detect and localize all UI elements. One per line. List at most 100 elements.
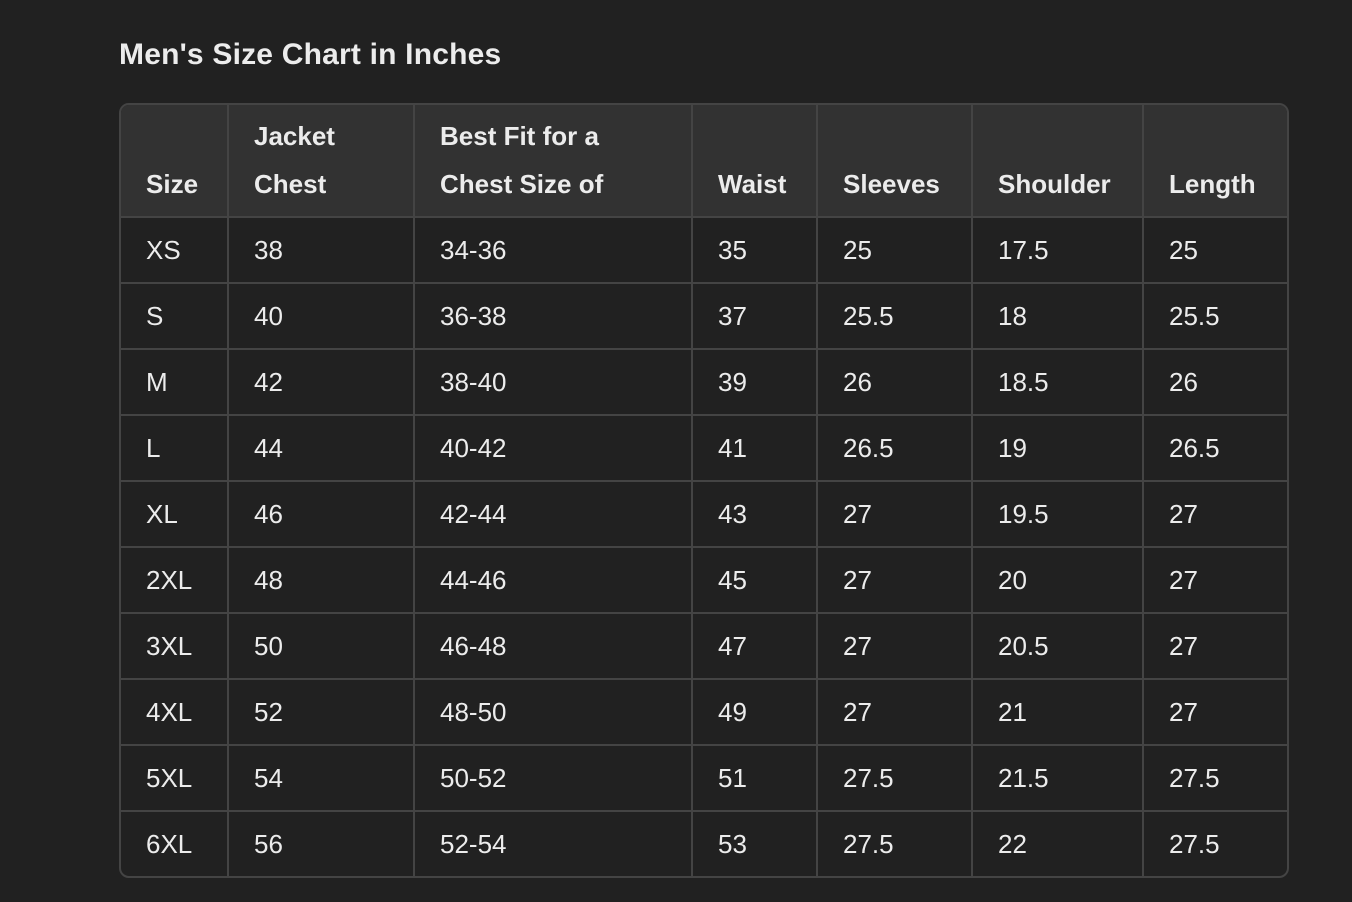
table-cell: 39 (692, 349, 818, 416)
header-row: Size Jacket Chest Best Fit for a Chest Size … (121, 105, 1287, 218)
table-cell: 5XL (121, 745, 229, 812)
column-header: Size (121, 105, 229, 218)
table-cell: 2XL (121, 547, 229, 614)
table-row: XS 38 34-36 35 25 17.5 25 (121, 217, 1287, 284)
page-title: Men's Size Chart in Inches (119, 38, 502, 71)
table-cell: 45 (692, 547, 818, 614)
table-cell: 20 (972, 547, 1144, 614)
table-cell: 27 (1143, 613, 1287, 680)
table-cell: 25 (1143, 217, 1287, 284)
table-cell: 51 (692, 745, 818, 812)
table-cell: 44-46 (414, 547, 693, 614)
column-header: Jacket Chest (228, 105, 415, 218)
table-cell: 46 (228, 481, 415, 548)
column-header-line (718, 112, 816, 160)
table-cell: 48 (228, 547, 415, 614)
table-cell: 27 (817, 481, 973, 548)
table-cell: 53 (692, 811, 818, 876)
table-cell: 27 (1143, 481, 1287, 548)
table-cell: 46-48 (414, 613, 693, 680)
table-cell: 40-42 (414, 415, 693, 482)
table-cell: XL (121, 481, 229, 548)
column-header-line: Best Fit for a (440, 121, 599, 151)
table-cell: 47 (692, 613, 818, 680)
table-cell: 54 (228, 745, 415, 812)
table-cell: 42 (228, 349, 415, 416)
column-header-line (146, 112, 227, 160)
table-cell: 20.5 (972, 613, 1144, 680)
column-header-line: Size (146, 169, 199, 199)
table-cell: 26.5 (817, 415, 973, 482)
table-cell: 25.5 (1143, 283, 1287, 350)
table-cell: 3XL (121, 613, 229, 680)
table-cell: 27.5 (817, 745, 973, 812)
table-cell: 34-36 (414, 217, 693, 284)
table-cell: 18 (972, 283, 1144, 350)
table-cell: 27 (1143, 547, 1287, 614)
table-cell: 26 (817, 349, 973, 416)
table-cell: 26.5 (1143, 415, 1287, 482)
size-chart-table: Size Jacket Chest Best Fit for a Chest Size … (119, 103, 1289, 878)
table-cell: S (121, 283, 229, 350)
table-row: M 42 38-40 39 26 18.5 26 (121, 349, 1287, 416)
table-cell: 56 (228, 811, 415, 876)
table-cell: 27 (817, 547, 973, 614)
table-cell: 38-40 (414, 349, 693, 416)
table-cell: 27 (817, 679, 973, 746)
column-header: Shoulder (972, 105, 1144, 218)
column-header-line: Chest (254, 169, 327, 199)
table-cell: 27 (1143, 679, 1287, 746)
table-cell: 25 (817, 217, 973, 284)
table-cell: XS (121, 217, 229, 284)
table-cell: 27.5 (1169, 828, 1220, 859)
table-cell: 17.5 (972, 217, 1144, 284)
table-cell: 19 (972, 415, 1144, 482)
table-cell: 49 (692, 679, 818, 746)
column-header-line (998, 112, 1142, 160)
table-cell: 21 (972, 679, 1144, 746)
column-header-line: Chest Size of (440, 169, 604, 199)
table-cell: 48-50 (414, 679, 693, 746)
table-row: S 40 36-38 37 25.5 18 25.5 (121, 283, 1287, 350)
column-header-line: Jacket (254, 121, 335, 151)
table-cell: 37 (692, 283, 818, 350)
column-header: Length (1143, 105, 1287, 218)
table-cell: 36-38 (414, 283, 693, 350)
table-cell: 26 (1143, 349, 1287, 416)
table-cell: 52 (228, 679, 415, 746)
table-cell: 27.5 (817, 811, 973, 876)
column-header-line: Length (1169, 169, 1256, 199)
table-cell: M (121, 349, 229, 416)
table-cell: 52-54 (414, 811, 693, 876)
table-cell: 40 (228, 283, 415, 350)
table-row: 4XL 52 48-50 49 27 21 27 (121, 679, 1287, 746)
column-header-line: Shoulder (998, 169, 1111, 199)
table-cell: 19.5 (972, 481, 1144, 548)
column-header-line: Waist (718, 169, 787, 199)
table-row: L 44 40-42 41 26.5 19 26.5 (121, 415, 1287, 482)
table-cell: 38 (228, 217, 415, 284)
table-cell: 21.5 (972, 745, 1144, 812)
table-cell: 42-44 (414, 481, 693, 548)
table-row: XL 46 42-44 43 27 19.5 27 (121, 481, 1287, 548)
table-cell: L (121, 415, 229, 482)
table-cell: 41 (692, 415, 818, 482)
table-row: 2XL 48 44-46 45 27 20 27 (121, 547, 1287, 614)
table-cell: 4XL (121, 679, 229, 746)
table-cell: 25.5 (817, 283, 973, 350)
table-row: 3XL 50 46-48 47 27 20.5 27 (121, 613, 1287, 680)
table-cell: 35 (692, 217, 818, 284)
table-row: 5XL 54 50-52 51 27.5 21.5 27.5 (121, 745, 1287, 812)
table-cell: 27 (817, 613, 973, 680)
column-header-line: Sleeves (843, 169, 940, 199)
column-header-line (843, 112, 971, 160)
table-row: 6XL 56 52-54 53 27.5 22 27.5 (121, 811, 1287, 876)
table-cell: 6XL (121, 811, 229, 876)
table-cell: 27.5 (1143, 745, 1287, 812)
column-header: Sleeves (817, 105, 973, 218)
table-cell: 50 (228, 613, 415, 680)
table-cell: 18.5 (972, 349, 1144, 416)
table-cell: 22 (972, 811, 1144, 876)
table-cell: 50-52 (414, 745, 693, 812)
column-header-line (1169, 112, 1287, 160)
